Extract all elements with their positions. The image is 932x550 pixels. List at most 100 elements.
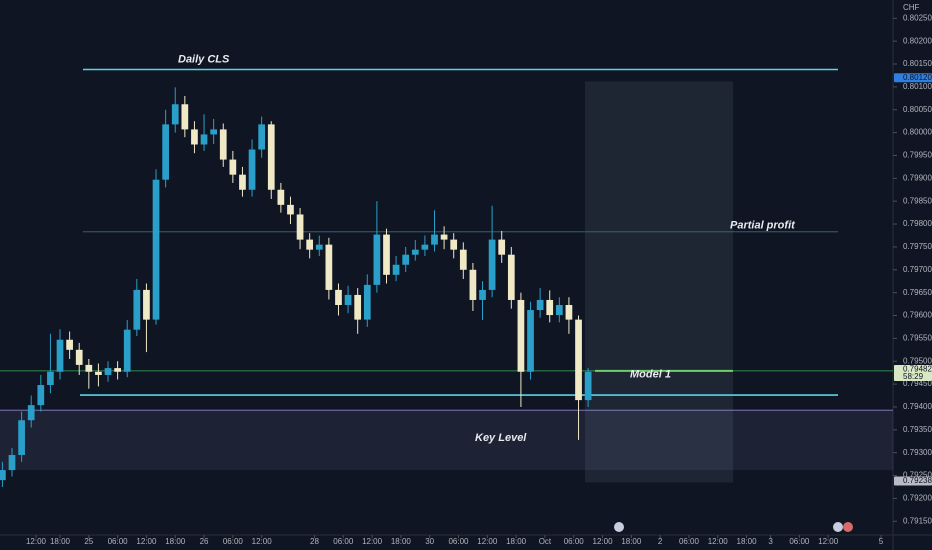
candle-body bbox=[8, 454, 16, 471]
candle-body bbox=[200, 134, 208, 145]
price-label: 0.80120 bbox=[903, 73, 932, 82]
candle-body bbox=[239, 174, 246, 190]
currency: CHF bbox=[903, 3, 920, 12]
candle-body bbox=[229, 159, 237, 175]
event-icon[interactable] bbox=[843, 522, 853, 532]
x-tick-label: 18:00 bbox=[391, 537, 412, 546]
candle-body bbox=[171, 104, 179, 125]
y-tick-label: 0.79600 bbox=[903, 311, 932, 320]
y-tick-label: 0.79200 bbox=[903, 494, 932, 503]
y-tick-label: 0.79400 bbox=[903, 402, 932, 411]
x-tick-label: 26 bbox=[200, 537, 209, 546]
candle-body bbox=[95, 371, 102, 375]
candle-body bbox=[104, 368, 112, 375]
candle-body bbox=[421, 244, 429, 250]
candle-body bbox=[18, 420, 25, 455]
candle-body bbox=[37, 385, 45, 406]
candle-body bbox=[114, 368, 121, 372]
y-tick-label: 0.80100 bbox=[903, 82, 932, 91]
candle-body bbox=[315, 244, 323, 250]
candle-body bbox=[85, 364, 93, 372]
candle-body bbox=[123, 329, 131, 372]
candle-body bbox=[536, 299, 544, 311]
candle-body bbox=[479, 289, 486, 300]
x-tick-label: 06:00 bbox=[108, 537, 129, 546]
candle-body bbox=[56, 339, 64, 372]
x-tick-label: Oct bbox=[539, 537, 552, 546]
candle-body bbox=[402, 254, 410, 265]
candle-body bbox=[335, 289, 342, 305]
annotation: Key Level bbox=[475, 432, 527, 444]
y-tick-label: 0.79800 bbox=[903, 219, 932, 228]
x-tick-label: 06:00 bbox=[564, 537, 585, 546]
candle-body bbox=[469, 269, 477, 300]
price-label-box bbox=[894, 476, 932, 486]
candle-body bbox=[191, 129, 198, 145]
candle-body bbox=[459, 249, 467, 270]
x-tick-label: 18:00 bbox=[165, 537, 186, 546]
x-tick-label: 3 bbox=[768, 537, 773, 546]
x-tick-label: 28 bbox=[310, 537, 319, 546]
candle-body bbox=[555, 304, 563, 316]
x-tick-label: 18:00 bbox=[621, 537, 642, 546]
candle-body bbox=[498, 239, 506, 255]
candle-body bbox=[152, 179, 160, 320]
x-tick-label: 06:00 bbox=[223, 537, 244, 546]
y-tick-label: 0.80000 bbox=[903, 128, 932, 137]
x-tick-label: 30 bbox=[425, 537, 434, 546]
y-tick-label: 0.79500 bbox=[903, 356, 932, 365]
price-label: 0.79482 bbox=[903, 365, 932, 374]
x-tick-label: 12:00 bbox=[818, 537, 839, 546]
x-tick-label: 2 bbox=[658, 537, 663, 546]
candle-body bbox=[488, 239, 496, 290]
candle-body bbox=[287, 204, 294, 215]
x-tick-label: 12:00 bbox=[708, 537, 729, 546]
y-tick-label: 0.79850 bbox=[903, 196, 932, 205]
candle-body bbox=[507, 254, 515, 300]
annotation: Partial profit bbox=[730, 220, 796, 232]
candle-body bbox=[306, 239, 314, 250]
y-tick-label: 0.79650 bbox=[903, 288, 932, 297]
x-tick-label: 18:00 bbox=[737, 537, 758, 546]
x-tick-label: 12:00 bbox=[252, 537, 273, 546]
candle-body bbox=[133, 289, 141, 330]
candle-body bbox=[0, 470, 6, 481]
plot: Key Level Daily CLS Partial profit Model 1 bbox=[0, 53, 893, 487]
x-tick-label: 06:00 bbox=[789, 537, 810, 546]
candle-body bbox=[517, 299, 525, 372]
annotation: Daily CLS bbox=[178, 53, 230, 65]
candle-body bbox=[584, 371, 592, 401]
x-tick-label: 12:00 bbox=[477, 537, 498, 546]
countdown: 58:29 bbox=[903, 372, 924, 381]
candle-body bbox=[344, 294, 352, 305]
candle-body bbox=[354, 294, 362, 320]
event-icon[interactable] bbox=[614, 522, 624, 532]
y-tick-label: 0.79750 bbox=[903, 242, 932, 251]
key-level-zone bbox=[0, 410, 893, 471]
candle-body bbox=[373, 234, 381, 285]
candle-body bbox=[363, 284, 371, 320]
x-tick-label: 06:00 bbox=[333, 537, 354, 546]
x-tick-label: 12:00 bbox=[362, 537, 383, 546]
candle-body bbox=[565, 304, 573, 320]
y-tick-label: 0.79150 bbox=[903, 516, 932, 525]
y-tick-label: 0.79950 bbox=[903, 151, 932, 160]
x-tick-label: 18:00 bbox=[50, 537, 71, 546]
price-label-box bbox=[894, 73, 932, 83]
x-tick-label: 12:00 bbox=[26, 537, 47, 546]
candle-body bbox=[66, 339, 73, 350]
candle-body bbox=[431, 234, 438, 245]
candle-body bbox=[440, 234, 448, 240]
y-tick-label: 0.79700 bbox=[903, 265, 932, 274]
candle-body bbox=[450, 239, 458, 250]
event-icon[interactable] bbox=[833, 522, 843, 532]
candle-body bbox=[575, 319, 582, 401]
y-tick-label: 0.79300 bbox=[903, 448, 932, 457]
x-tick-label: 12:00 bbox=[136, 537, 157, 546]
y-tick-label: 0.80200 bbox=[903, 36, 932, 45]
candle-body bbox=[277, 189, 285, 205]
x-tick-label: 06:00 bbox=[679, 537, 700, 546]
candle-body bbox=[162, 124, 169, 180]
x-tick-label: 25 bbox=[84, 537, 93, 546]
